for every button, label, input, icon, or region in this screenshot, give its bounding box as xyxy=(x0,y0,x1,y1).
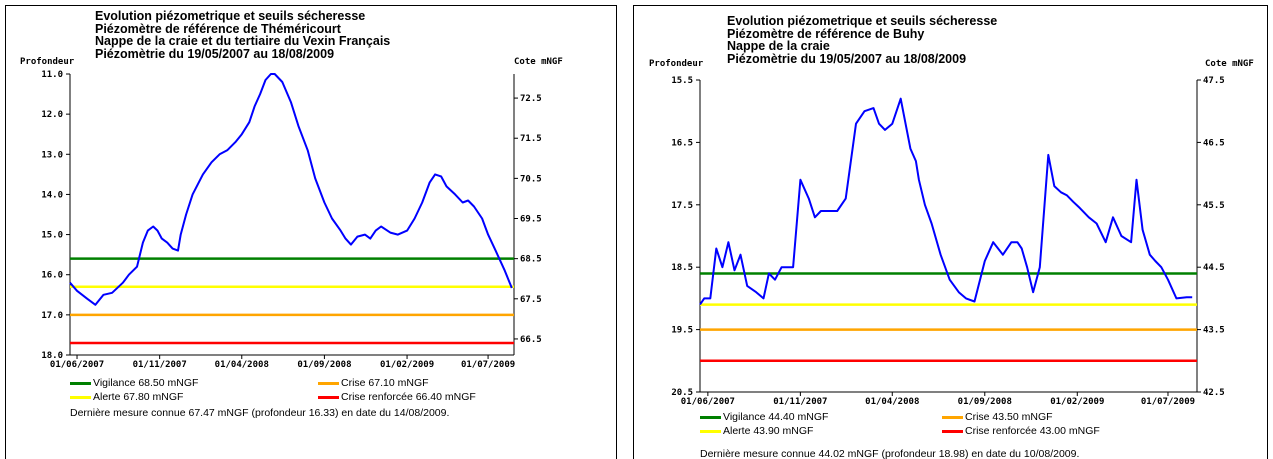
right-axis-label: Cote mNGF xyxy=(1205,59,1254,69)
legend-item-crise-renforcee: Crise renforcée 43.00 mNGF xyxy=(942,425,1100,437)
x-tick-label: 01/02/2009 xyxy=(380,360,434,370)
x-tick-label: 01/07/2009 xyxy=(461,360,515,370)
x-tick-label: 01/04/2008 xyxy=(215,360,269,370)
chart-subtitle-period: Piézomètrie du 19/05/2007 au 18/08/2009 xyxy=(727,51,967,66)
legend-item-crise-renforcee: Crise renforcée 66.40 mNGF xyxy=(318,391,476,403)
x-tick-label: 01/06/2007 xyxy=(50,360,104,370)
legend-label: Vigilance 68.50 mNGF xyxy=(93,377,199,389)
right-tick-label: 43.5 xyxy=(1203,326,1225,336)
piezometry-series-line xyxy=(69,73,513,306)
x-tick-label: 01/02/2009 xyxy=(1050,397,1104,407)
legend-label: Alerte 43.90 mNGF xyxy=(723,425,814,437)
left-tick-label: 16.5 xyxy=(671,138,693,148)
piezometry-chart-themericourt: 11.0 12.0 13.0 14.0 15.0 16.0 17.0 18.0 72.5 71.5… xyxy=(41,70,542,370)
left-tick-label: 18.0 xyxy=(41,351,63,361)
legend-label: Crise renforcée 43.00 mNGF xyxy=(965,425,1100,437)
right-tick-label: 47.5 xyxy=(1203,76,1225,86)
left-tick-label: 17.0 xyxy=(41,311,63,321)
legend-label: Crise 43.50 mNGF xyxy=(965,411,1053,423)
right-tick-label: 46.5 xyxy=(1203,138,1225,148)
right-tick-label: 71.5 xyxy=(520,134,542,144)
legend-swatch xyxy=(700,429,721,433)
right-tick-label: 42.5 xyxy=(1203,388,1225,398)
chart-subtitle-aquifer: Nappe de la craie xyxy=(727,39,830,53)
x-tick-label: 01/04/2008 xyxy=(865,397,919,407)
right-tick-label: 68.5 xyxy=(520,255,542,265)
right-tick-label: 69.5 xyxy=(520,215,542,225)
legend-swatch xyxy=(70,381,91,385)
chart-panel-buhy: Evolution piézometrique et seuils sécher… xyxy=(633,5,1268,459)
legend-swatch xyxy=(942,415,963,419)
x-tick-label: 01/09/2008 xyxy=(958,397,1012,407)
left-tick-label: 14.0 xyxy=(41,190,63,200)
chart-title: Evolution piézometrique et seuils sécher… xyxy=(95,9,366,23)
legend-item-crise: Crise 43.50 mNGF xyxy=(942,411,1053,423)
left-tick-label: 16.0 xyxy=(41,271,63,281)
right-tick-label: 66.5 xyxy=(520,335,542,345)
legend-swatch xyxy=(942,429,963,433)
left-tick-label: 19.5 xyxy=(671,326,693,336)
chart-title-block: Evolution piézometrique et seuils sécher… xyxy=(727,15,997,65)
legend-item-alerte: Alerte 67.80 mNGF xyxy=(70,391,183,403)
right-tick-label: 70.5 xyxy=(520,174,542,184)
x-tick-label: 01/11/2007 xyxy=(133,360,187,370)
x-tick-label: 01/09/2008 xyxy=(297,360,351,370)
legend-label: Vigilance 44.40 mNGF xyxy=(723,411,829,423)
legend-item-vigilance: Vigilance 44.40 mNGF xyxy=(700,411,828,423)
legend-swatch xyxy=(318,381,339,385)
legend-swatch xyxy=(700,415,721,419)
piezometry-chart-buhy: 15.5 16.5 17.5 18.5 19.5 20.5 47.5 46.5 45.5 44.5… xyxy=(671,76,1225,407)
legend-item-alerte: Alerte 43.90 mNGF xyxy=(700,425,813,437)
chart-subtitle-piezometer: Piézomètre de référence de Buhy xyxy=(727,26,925,41)
left-tick-label: 15.5 xyxy=(671,76,693,86)
x-tick-label: 01/11/2007 xyxy=(773,397,827,407)
left-tick-label: 20.5 xyxy=(671,388,693,398)
right-tick-label: 72.5 xyxy=(520,94,542,104)
legend-item-vigilance: Vigilance 68.50 mNGF xyxy=(70,377,198,389)
last-measure-note: Dernière mesure connue 44.02 mNGF (profo… xyxy=(700,448,1080,459)
legend-label: Crise renforcée 66.40 mNGF xyxy=(341,391,476,403)
right-tick-label: 45.5 xyxy=(1203,201,1225,211)
last-measure-note: Dernière mesure connue 67.47 mNGF (profo… xyxy=(70,407,450,419)
x-tick-label: 01/07/2009 xyxy=(1141,397,1195,407)
right-tick-label: 44.5 xyxy=(1203,263,1225,273)
right-tick-label: 67.5 xyxy=(520,295,542,305)
left-tick-label: 17.5 xyxy=(671,201,693,211)
legend-label: Crise 67.10 mNGF xyxy=(341,377,429,389)
chart-panel-themericourt: Evolution piézometrique et seuils sécher… xyxy=(5,5,617,459)
chart-title: Evolution piézometrique et seuils sécher… xyxy=(727,14,998,28)
legend-swatch xyxy=(70,395,91,399)
chart-title-block: Evolution piézometrique et seuils sécher… xyxy=(95,10,390,60)
x-tick-label: 01/06/2007 xyxy=(681,397,735,407)
left-tick-label: 15.0 xyxy=(41,231,63,241)
chart-subtitle-period: Piézomètrie du 19/05/2007 au 18/08/2009 xyxy=(95,46,335,61)
legend-item-crise: Crise 67.10 mNGF xyxy=(318,377,429,389)
left-axis-label: Profondeur xyxy=(649,59,704,69)
left-tick-label: 13.0 xyxy=(41,150,63,160)
left-tick-label: 11.0 xyxy=(41,70,63,80)
chart-subtitle-piezometer: Piézomètre de référence de Théméricourt xyxy=(95,21,341,36)
legend-swatch xyxy=(318,395,339,399)
right-axis-label: Cote mNGF xyxy=(514,57,563,67)
legend-label: Alerte 67.80 mNGF xyxy=(93,391,184,403)
left-axis-label: Profondeur xyxy=(20,57,75,67)
chart-subtitle-aquifer: Nappe de la craie et du tertiaire du Vex… xyxy=(95,34,391,48)
left-tick-label: 18.5 xyxy=(671,263,693,273)
left-tick-label: 12.0 xyxy=(41,110,63,120)
piezometry-series-line xyxy=(699,97,1193,306)
